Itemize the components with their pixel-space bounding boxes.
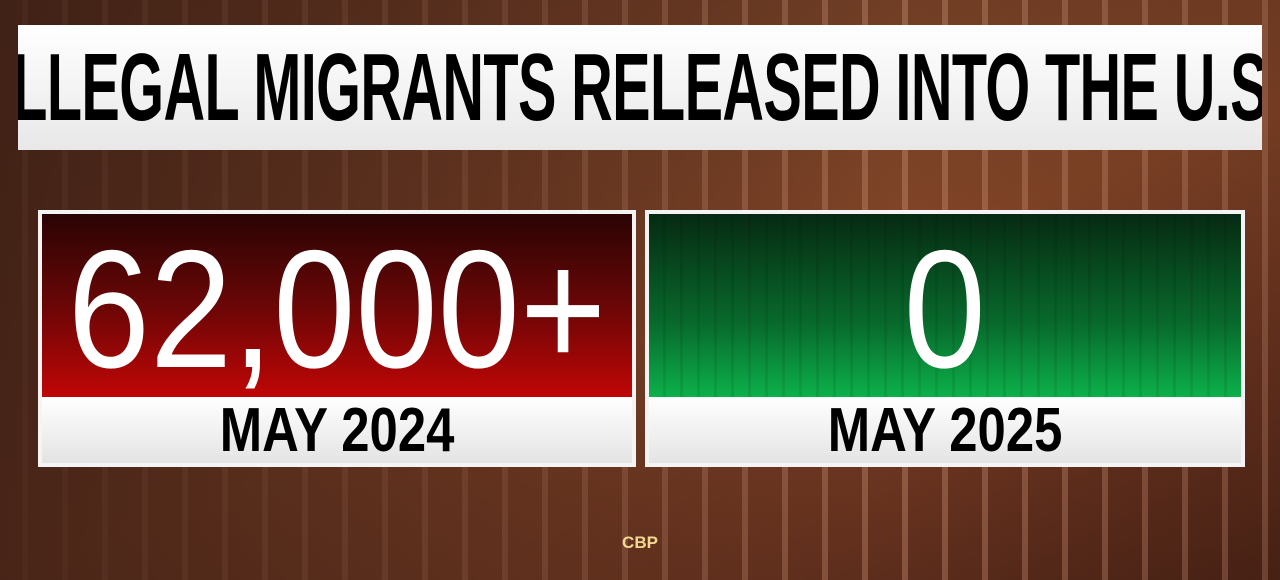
- value-2025: 0: [903, 214, 987, 397]
- value-panel-red: 62,000+: [42, 214, 632, 397]
- card-may-2025: 0 MAY 2025: [645, 210, 1245, 467]
- title: ILLEGAL MIGRANTS RELEASED INTO THE U.S.: [18, 33, 1262, 141]
- card-may-2024: 62,000+ MAY 2024: [38, 210, 636, 467]
- value-2024: 62,000+: [67, 214, 607, 397]
- title-banner: ILLEGAL MIGRANTS RELEASED INTO THE U.S.: [18, 25, 1262, 150]
- value-panel-green: 0: [649, 214, 1241, 397]
- source-credit: CBP: [622, 533, 658, 552]
- period-label: MAY 2025: [649, 395, 1241, 465]
- period-label: MAY 2024: [42, 395, 632, 465]
- period-2024: MAY 2024: [219, 395, 455, 465]
- period-2025: MAY 2025: [827, 395, 1063, 465]
